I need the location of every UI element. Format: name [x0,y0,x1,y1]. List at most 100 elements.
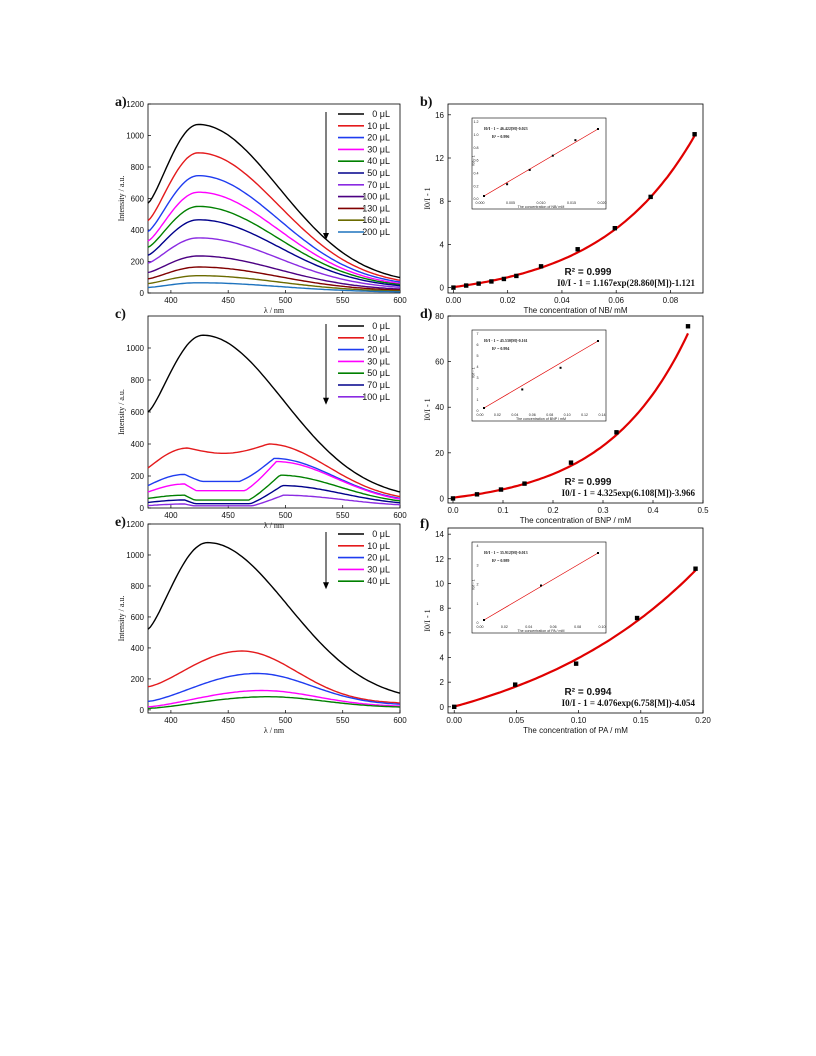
inset-y-tick-label: 7 [477,332,479,336]
fit-equation: I0/I - 1 = 4.076exp(6.758[M])-4.054 [562,698,696,708]
series-line-4 [147,205,401,286]
x-tick-label: 0.4 [647,506,659,515]
series-line-4 [147,474,401,502]
panel-letter: c) [115,307,126,322]
inset-x-tick-label: 0.02 [501,625,508,629]
inset-y-tick-label: 4 [477,365,479,369]
inset-x-tick-label: 0.02 [494,413,501,417]
legend-label: 10 μL [367,333,390,343]
data-point [498,487,504,492]
inset-y-tick-label: 3 [477,376,479,380]
x-tick-label: 600 [393,716,407,725]
y-tick-label: 12 [435,154,444,163]
inset-x-tick-label: 0.005 [506,201,515,205]
y-tick-label: 800 [131,376,145,385]
x-tick-label: 600 [393,511,407,520]
legend-label: 200 μL [362,227,390,237]
arrow-head-icon [323,582,329,590]
series-line-2 [147,672,401,705]
legend-label: 10 μL [367,541,390,551]
series-line-0 [147,334,401,493]
y-tick-label: 40 [435,403,444,412]
y-tick-label: 20 [435,449,444,458]
inset-y-tick-label: 0.2 [474,184,479,188]
inset-r2: R² = 0.989 [492,558,509,563]
data-point [573,661,579,666]
y-tick-label: 4 [440,654,445,663]
inset-y-tick-label: 0 [477,409,479,413]
x-tick-label: 0.0 [447,506,459,515]
inset-fit-line [483,128,599,197]
inset-x-axis-title: The concentration of PA / mM [517,629,564,633]
x-tick-label: 400 [164,716,178,725]
y-tick-label: 0 [440,494,445,503]
inset-r2: R² = 0.996 [492,134,509,139]
inset-x-tick-label: 0.04 [511,413,518,417]
legend-label: 100 μL [362,192,390,202]
legend-label: 0 μL [372,321,390,331]
x-tick-label: 0.06 [608,296,624,305]
inset-x-tick-label: 0.08 [546,413,553,417]
y-tick-label: 200 [131,258,145,267]
series-line-6 [147,237,401,288]
legend-label: 30 μL [367,144,390,154]
data-point [685,324,691,329]
y-axis-title: Intensity / a.u. [117,176,126,222]
y-tick-label: 60 [435,358,444,367]
inset-y-tick-label: 5 [477,354,479,358]
inset-chart: 0.00 0.02 0.04 0.06 0.08 0.10 0.12 0.14 0 1 2 3 4 5 6 7… [472,329,607,422]
inset-y-tick-label: 0.6 [474,159,479,163]
legend-label: 10 μL [367,121,390,131]
inset-data-point [483,407,485,409]
x-tick-label: 400 [164,511,178,520]
series-line-3 [147,689,401,708]
y-tick-label: 800 [131,163,145,172]
series-line-7 [147,255,401,290]
legend-label: 40 μL [367,576,390,586]
inset-fit-line [483,340,599,409]
inset-x-tick-label: 0.04 [525,625,532,629]
y-tick-label: 0 [140,289,145,298]
inset-data-point [574,139,577,142]
inset-data-point [597,340,599,342]
inset-y-tick-label: 2 [477,387,479,391]
inset-r2: R² = 0.994 [492,346,509,351]
series-line-2 [147,457,401,500]
inset-y-axis-title: I0/I - 1 [472,155,476,165]
inset-x-tick-label: 0.015 [567,201,576,205]
series-line-3 [147,191,401,285]
data-point [450,496,456,501]
inset-y-tick-label: 0.4 [474,172,479,176]
series-line-6 [147,494,401,507]
y-tick-label: 400 [131,226,145,235]
x-tick-label: 550 [336,716,350,725]
x-tick-label: 0.04 [554,296,570,305]
inset-x-axis-title: The concentration of BNP / mM [516,417,566,421]
plot-frame [147,523,401,714]
inset-y-tick-label: 6 [477,343,479,347]
data-point [489,279,494,284]
data-point [575,247,580,252]
y-tick-label: 10 [435,580,444,589]
y-tick-label: 14 [435,530,444,539]
data-point [501,276,507,282]
y-axis-title: Intensity / a.u. [117,596,126,642]
inset-data-point [551,154,554,157]
x-tick-label: 0.2 [547,506,559,515]
x-axis-title: The concentration of BNP / mM [520,516,632,525]
x-tick-label: 450 [222,296,236,305]
y-tick-label: 1000 [126,551,144,560]
inset-x-tick-label: 0.010 [537,201,546,205]
x-axis-title: λ / nm [264,521,285,530]
panel-b: b) 0.00 0.02 0.04 0.06 0.08 0 4 8 12 16 The concent… [420,95,704,315]
inset-data-point [483,619,485,621]
y-tick-label: 200 [131,472,145,481]
y-tick-label: 4 [440,240,445,249]
x-tick-label: 500 [279,511,293,520]
series-line-5 [147,484,401,505]
x-tick-label: 0.00 [446,716,462,725]
inset-y-tick-label: 2 [477,583,479,587]
legend-label: 20 μL [367,133,390,143]
